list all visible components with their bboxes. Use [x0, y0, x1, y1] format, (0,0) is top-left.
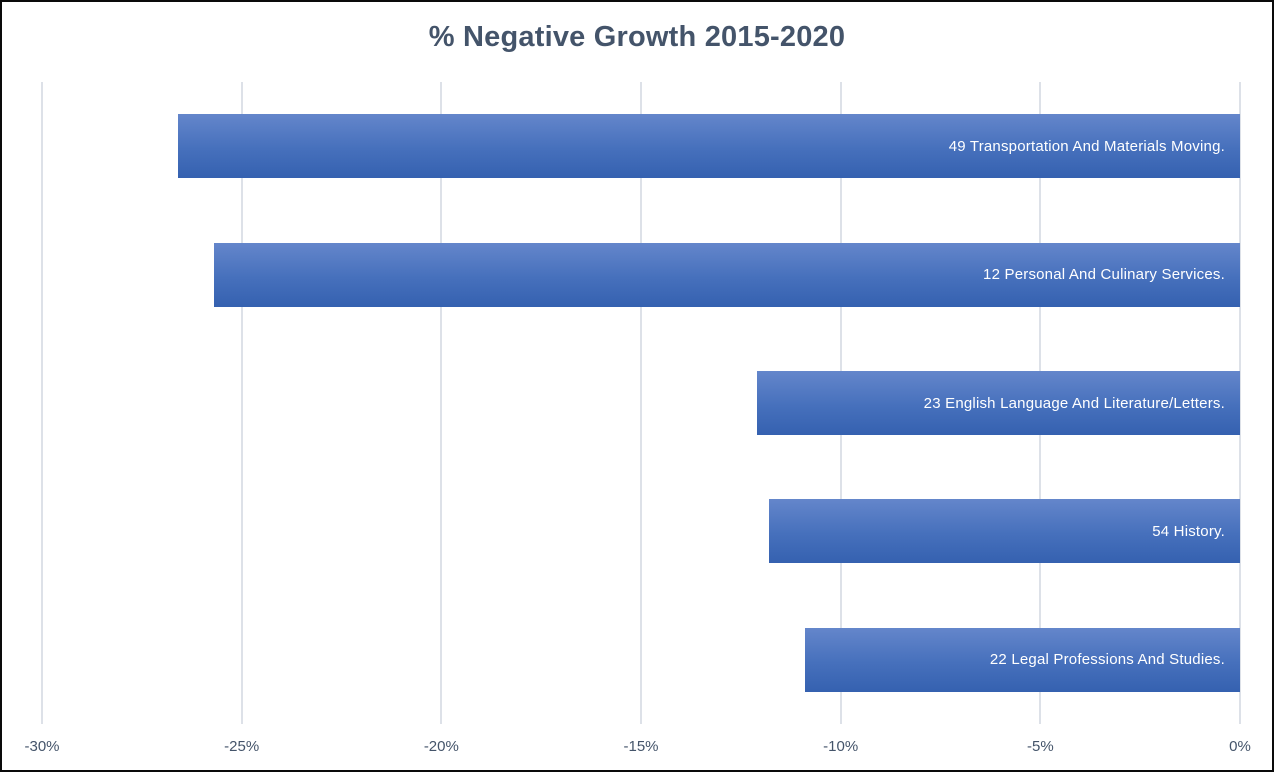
x-axis: -30% -25% -20% -15% -10% -5% 0%: [24, 738, 1250, 762]
chart-title: % Negative Growth 2015-2020: [428, 21, 846, 53]
gridline: [41, 82, 43, 724]
x-axis-tick-label: -25%: [224, 738, 260, 755]
x-axis-tick-label: -10%: [823, 738, 859, 755]
bar-data-label: 49 Transportation And Materials Moving.: [948, 137, 1225, 155]
gridline: [640, 82, 642, 724]
bar-data-label: 22 Legal Professions And Studies.: [989, 651, 1225, 669]
gridline: [440, 82, 443, 724]
x-axis-tick-label: -15%: [623, 738, 659, 755]
bar-series-point[interactable]: 22 Legal Professions And Studies.: [804, 627, 1240, 692]
gridline: [240, 82, 243, 724]
x-axis-tick-label: 0%: [1229, 738, 1251, 755]
bar-data-label: 54 History.: [1152, 522, 1225, 540]
x-axis-tick-label: -30%: [24, 738, 60, 755]
plot-area: 49 Transportation And Materials Moving. 1…: [41, 82, 1241, 724]
x-axis-tick-label: -20%: [423, 738, 459, 755]
bar-series-point[interactable]: 23 English Language And Literature/Lette…: [756, 371, 1240, 435]
bar-series-point[interactable]: 12 Personal And Culinary Services.: [213, 242, 1240, 307]
bar-series-point[interactable]: 49 Transportation And Materials Moving.: [177, 114, 1240, 179]
gridline: [1239, 82, 1241, 724]
x-axis-tick-label: -5%: [1026, 738, 1054, 755]
bar-data-label: 23 English Language And Literature/Lette…: [923, 394, 1225, 412]
bar-data-label: 12 Personal And Culinary Services.: [983, 266, 1225, 284]
bar-series-point[interactable]: 54 History.: [768, 499, 1240, 564]
